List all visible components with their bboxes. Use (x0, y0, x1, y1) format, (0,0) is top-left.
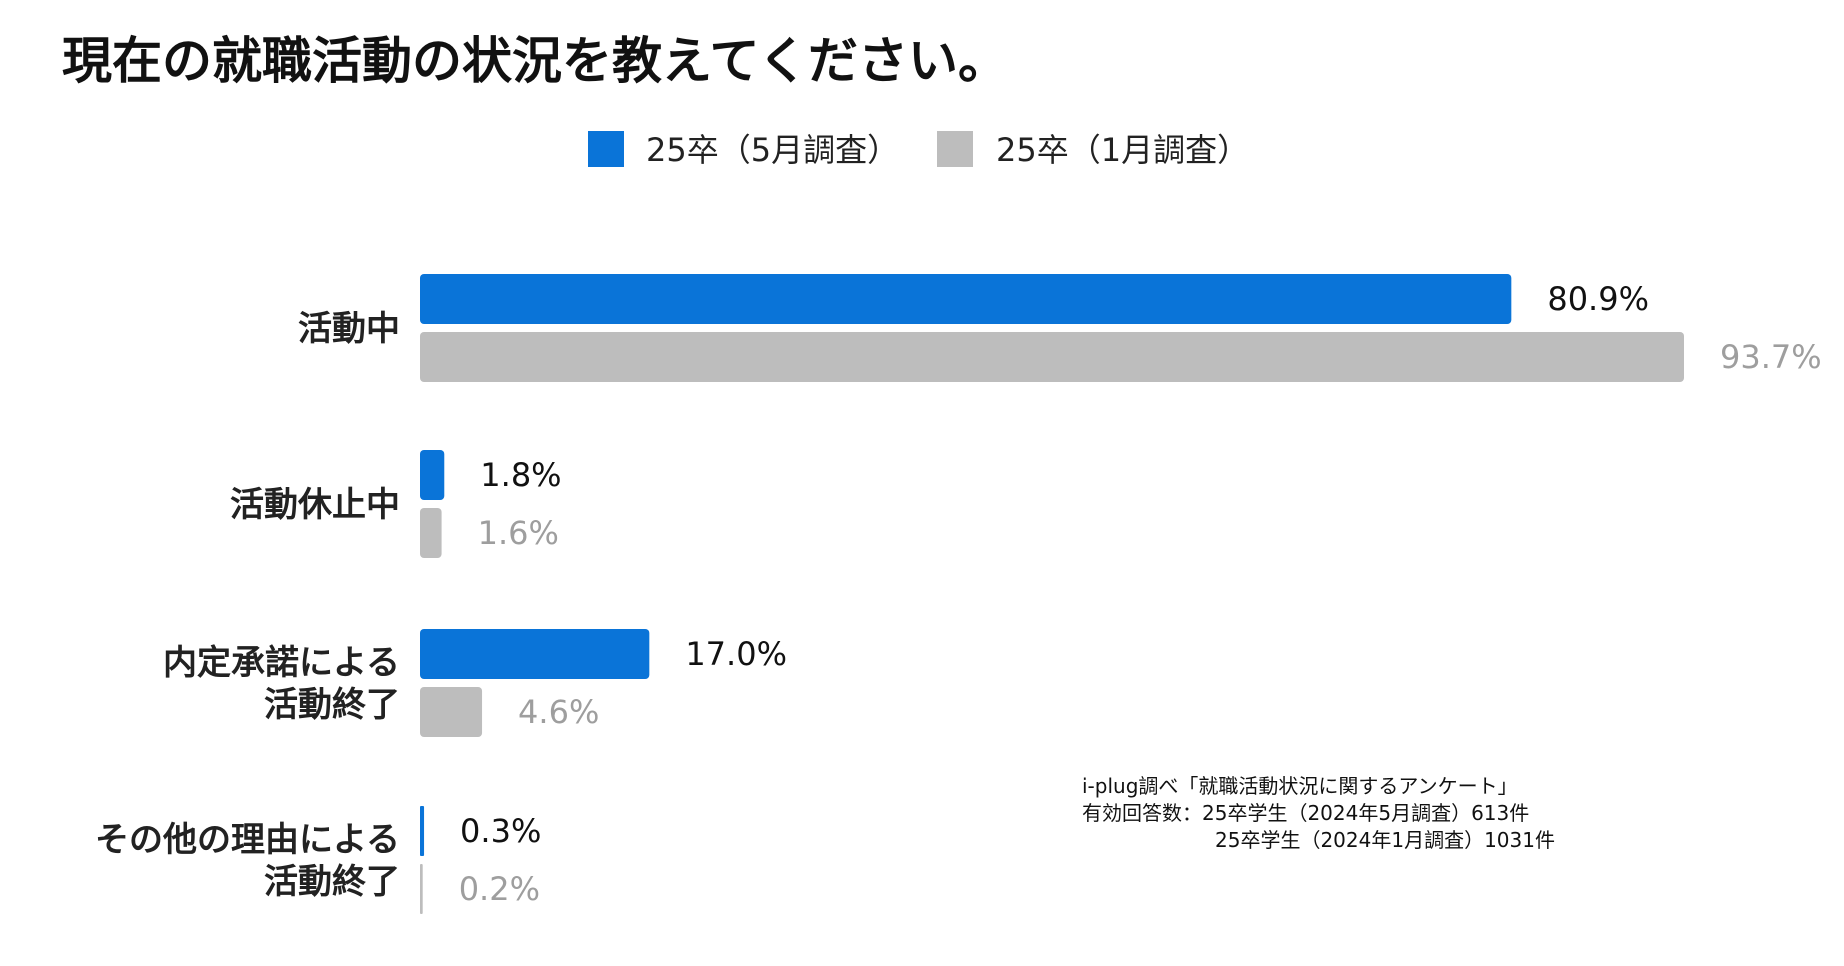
source-note: i-plug調べ「就職活動状況に関するアンケート」 有効回答数：25卒学生（20… (1082, 774, 1555, 852)
category-label: 内定承諾による (163, 643, 400, 683)
respondents-may-line: 有効回答数：25卒学生（2024年5月調査）613件 (1082, 801, 1529, 825)
chart-title: 現在の就職活動の状況を教えてください。 (62, 32, 1008, 90)
legend-label-jan: 25卒（1月調査） (996, 131, 1249, 169)
data-label-may: 1.8% (480, 456, 561, 494)
category-label: 活動中 (298, 309, 400, 349)
bar-jan-survey (420, 332, 1684, 382)
bar-jan-survey (420, 864, 423, 914)
category-label: 活動終了 (264, 862, 400, 902)
data-label-jan: 1.6% (478, 514, 559, 552)
data-label-may: 0.3% (460, 812, 541, 850)
bar-may-survey (420, 274, 1512, 324)
category-label: その他の理由による (95, 820, 400, 860)
legend-swatch-jan (937, 131, 973, 167)
data-label-jan: 0.2% (459, 870, 540, 908)
respondents-jan-line: 25卒学生（2024年1月調査）1031件 (1215, 828, 1555, 852)
source-line: i-plug調べ「就職活動状況に関するアンケート」 (1082, 774, 1518, 798)
data-label-may: 17.0% (685, 635, 787, 673)
bar-may-survey (420, 806, 425, 856)
bar-jan-survey (420, 508, 442, 558)
data-label-jan: 4.6% (518, 693, 599, 731)
bar-may-survey (420, 629, 650, 679)
bar-jan-survey (420, 687, 483, 737)
bar-may-survey (420, 450, 445, 500)
category-label: 活動休止中 (230, 485, 400, 525)
category-label: 活動終了 (264, 685, 400, 725)
legend-swatch-may (588, 131, 624, 167)
plot-area: 活動中80.9%93.7%活動休止中1.8%1.6%内定承諾による活動終了17.… (95, 274, 1822, 914)
data-label-jan: 93.7% (1720, 338, 1822, 376)
legend: 25卒（5月調査） 25卒（1月調査） (588, 131, 1249, 169)
legend-label-may: 25卒（5月調査） (646, 131, 899, 169)
data-label-may: 80.9% (1547, 280, 1649, 318)
